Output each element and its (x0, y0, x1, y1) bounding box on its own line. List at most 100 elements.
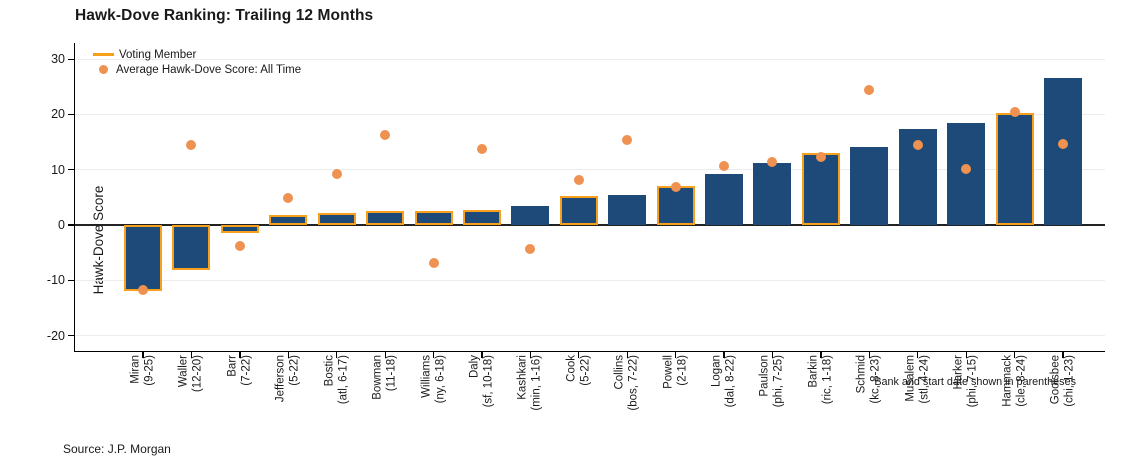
x-label-bank-date: (7-22) (240, 355, 253, 386)
bar-williams (414, 211, 453, 225)
x-label-kashkari: Kashkari (min, 1-16) (516, 355, 545, 465)
bar-goolsbee (1043, 78, 1082, 225)
source-attribution: Source: J.P. Morgan (63, 442, 171, 456)
bar-barkin (801, 153, 840, 225)
x-label-bank-date: (atl, 6-17) (337, 355, 350, 405)
x-label-bank-date: (phi, 7-15) (966, 355, 979, 408)
plot-area: Hawk-Dove Score Bank and start date show… (47, 43, 1105, 388)
dot-williams (428, 258, 439, 269)
x-tick-kashkari (529, 351, 532, 358)
x-tick-miran (142, 351, 144, 358)
x-label-name: Goolsbee (1049, 355, 1062, 405)
x-label-name: Musalem (904, 355, 917, 402)
x-tick-hammack (1013, 351, 1016, 358)
y-tick-label--20: -20 (46, 328, 65, 343)
x-label-bostic: Bostic (atl, 6-17) (322, 355, 351, 465)
x-label-paulson: Paulson (phi, 7-25) (758, 355, 787, 465)
x-label-bank-date: (kc, 8-23) (869, 355, 882, 404)
dot-schmid (864, 85, 875, 96)
x-label-name: Bostic (323, 355, 336, 387)
legend-row-average: Average Hawk-Dove Score: All Time (93, 62, 301, 77)
gridline-30 (75, 58, 1105, 60)
bar-miran (124, 225, 162, 291)
x-label-name: Hammack (1001, 355, 1014, 407)
legend-row-voting: Voting Member (93, 47, 301, 62)
x-label-barkin: Barkin (ric, 1-18) (806, 355, 835, 465)
x-tick-waller (190, 351, 193, 358)
bar-barr (220, 225, 259, 234)
y-tick-label-0: 0 (58, 218, 65, 232)
x-tick-harker (965, 351, 967, 358)
x-tick-collins (626, 351, 628, 358)
y-tick-label-20: 20 (51, 107, 65, 122)
y-tick-20 (68, 113, 74, 116)
x-tick-logan (723, 351, 725, 358)
dot-barr (234, 241, 245, 251)
x-label-daly: Daly (sf, 10-18) (467, 355, 496, 465)
dot-bowman (380, 129, 391, 140)
gridline--10 (75, 279, 1105, 281)
x-label-bank-date: (phi, 7-25) (772, 355, 785, 408)
x-tick-paulson (771, 351, 774, 358)
x-tick-barkin (820, 351, 822, 358)
x-label-bank-date: (cle, 8-24) (1015, 355, 1028, 407)
dot-jefferson (283, 193, 294, 204)
dot-collins (622, 135, 633, 146)
bar-collins (608, 194, 647, 225)
x-label-name: Logan (710, 355, 723, 387)
x-label-bowman: Bowman (11-18) (371, 355, 400, 465)
x-label-bank-date: (chi, 1-23) (1063, 355, 1076, 407)
x-label-name: Barkin (807, 355, 820, 388)
legend: Voting Member Average Hawk-Dove Score: A… (93, 47, 301, 77)
x-label-bank-date: (dal, 8-22) (724, 355, 737, 408)
x-tick-bowman (384, 351, 386, 358)
bar-waller (172, 225, 211, 270)
average-score-dot-icon (99, 65, 108, 74)
x-label-bank-date: (12-20) (191, 355, 204, 393)
bar-paulson (753, 163, 792, 225)
dot-bostic (331, 169, 342, 180)
bar-logan (705, 173, 744, 225)
x-label-bank-date: (11-18) (385, 355, 398, 392)
x-label-name: Waller (177, 355, 190, 388)
x-label-powell: Powell (2-18) (661, 355, 690, 465)
y-tick-label-10: 10 (51, 162, 65, 177)
bar-kashkari (511, 205, 550, 225)
x-label-bank-date: (5-22) (288, 355, 301, 386)
dot-miran (138, 285, 148, 296)
x-tick-musalem (917, 351, 919, 358)
legend-voting-label: Voting Member (119, 48, 197, 61)
x-label-bank-date: (sf, 10-18) (482, 355, 495, 408)
x-tick-goolsbee (1062, 351, 1064, 358)
bar-daly (462, 210, 501, 225)
x-label-bank-date: (min, 1-16) (530, 355, 543, 411)
bar-hammack (995, 113, 1034, 225)
dot-barkin (815, 151, 826, 162)
gridline--20 (75, 335, 1105, 337)
x-label-name: Bowman (371, 355, 384, 400)
x-label-schmid: Schmid (kc, 8-23) (855, 355, 884, 465)
x-label-bank-date: (bos, 7-22) (627, 355, 640, 411)
dot-goolsbee (1057, 139, 1068, 150)
zero-gridline (75, 224, 1105, 226)
x-label-collins: Collins (bos, 7-22) (613, 355, 642, 465)
y-tick-10 (68, 169, 74, 171)
y-tick--20 (68, 335, 74, 337)
x-label-name: Harker (952, 355, 965, 390)
x-tick-daly (481, 351, 483, 358)
x-label-bank-date: (2-18) (676, 355, 689, 386)
x-label-bank-date: (stl, 4-24) (918, 355, 931, 404)
x-label-name: Miran (129, 355, 142, 384)
x-label-name: Jefferson (274, 355, 287, 403)
x-label-waller: Waller (12-20) (177, 355, 206, 465)
bar-bowman (366, 211, 405, 225)
x-label-name: Daly (468, 355, 481, 379)
x-label-name: Williams (420, 355, 433, 398)
x-label-williams: Williams (ny, 6-18) (419, 355, 448, 465)
y-tick-30 (68, 58, 74, 60)
y-tick-label--10: -10 (46, 273, 65, 288)
x-label-name: Paulson (758, 355, 771, 397)
voting-member-line-icon (93, 53, 114, 56)
y-axis-title: Hawk-Dove Score (91, 185, 106, 295)
x-axis-line (74, 351, 1105, 353)
